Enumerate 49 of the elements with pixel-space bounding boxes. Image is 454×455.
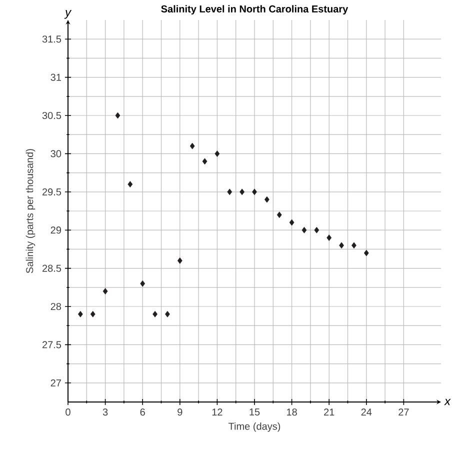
x-tick-label: 21 xyxy=(324,408,334,416)
point xyxy=(78,310,83,318)
point xyxy=(202,158,208,165)
x-tick-label: 0 xyxy=(66,408,70,416)
y-tick-label: 27.5 xyxy=(42,341,62,348)
y-tick-label: 31.5 xyxy=(42,36,62,43)
x-tick-label: 9 xyxy=(178,408,182,416)
point xyxy=(140,280,146,287)
x-tick-label: 15 xyxy=(250,408,260,416)
point xyxy=(214,150,220,157)
point xyxy=(115,112,120,119)
point xyxy=(102,288,108,294)
point xyxy=(227,188,232,196)
point xyxy=(190,142,195,150)
point xyxy=(302,226,307,234)
point xyxy=(252,188,258,196)
x-tick-label: 18 xyxy=(287,408,297,416)
point xyxy=(276,212,282,218)
y-tick-label: 30.5 xyxy=(42,112,62,120)
point xyxy=(165,310,170,318)
text: y xyxy=(64,10,72,19)
point xyxy=(178,257,182,264)
y-tick-label: 28 xyxy=(50,302,62,310)
x-tick-label: 24 xyxy=(361,408,372,416)
chart-title: Salinity Level in North Carolina Estuary xyxy=(161,5,348,14)
point xyxy=(264,196,270,203)
y-axis-title: Salinity (parts per thousand) xyxy=(26,149,36,274)
text: x xyxy=(444,398,451,406)
point xyxy=(339,242,344,249)
x-axis-title: Time (days) xyxy=(228,422,280,432)
point xyxy=(326,234,332,241)
y-tick-label: 31 xyxy=(50,74,62,81)
y-tick-label: 29.5 xyxy=(42,188,62,196)
x-tick-label: 6 xyxy=(140,408,146,416)
point xyxy=(314,226,320,234)
point xyxy=(240,188,245,196)
x-tick-label: 12 xyxy=(212,408,222,416)
point xyxy=(352,242,356,249)
x-tick-label: 3 xyxy=(102,408,108,416)
point xyxy=(364,250,369,256)
point xyxy=(90,310,96,318)
x-tick-label: 27 xyxy=(398,408,409,416)
y-tick-label: 28.5 xyxy=(42,264,62,272)
point xyxy=(289,219,294,226)
y-tick-label: 30 xyxy=(50,150,62,158)
y-tick-label: 29 xyxy=(50,226,62,234)
point xyxy=(152,310,158,318)
point xyxy=(128,181,133,188)
y-tick-label: 27 xyxy=(50,379,62,386)
